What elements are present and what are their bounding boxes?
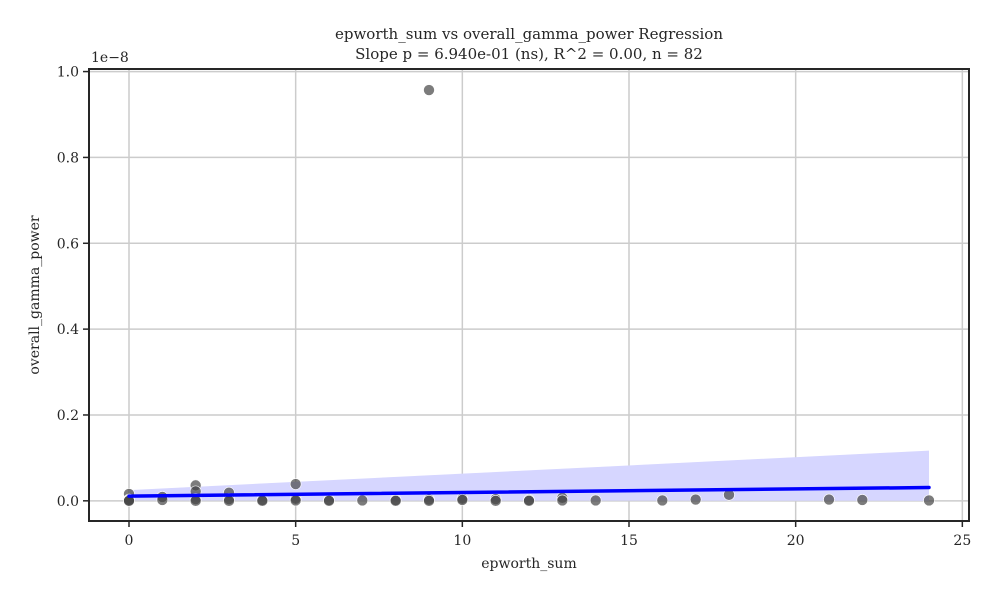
data-point-27 [456, 494, 469, 506]
y-tick-label-1: 0.2 [57, 408, 79, 424]
y-tick-label-4: 0.8 [57, 150, 79, 166]
data-point-29 [489, 495, 502, 507]
chart-title-line-1: epworth_sum vs overall_gamma_power Regre… [334, 25, 723, 43]
x-tick-label-5: 25 [953, 533, 971, 549]
y-tick-label-0: 0.0 [57, 494, 79, 510]
data-point-38 [823, 493, 835, 506]
data-point-40 [923, 494, 935, 507]
data-point-14 [256, 495, 269, 507]
x-axis-label: epworth_sum [481, 556, 577, 572]
data-point-33 [556, 494, 569, 507]
data-point-31 [523, 495, 535, 507]
x-tick-label-2: 10 [453, 533, 471, 549]
data-point-34 [589, 494, 602, 507]
x-tick-label-3: 15 [620, 533, 638, 549]
x-tick-label-0: 0 [125, 533, 134, 549]
data-point-25 [423, 495, 435, 507]
data-point-35 [656, 494, 669, 507]
y-tick-label-5: 1.0 [57, 65, 79, 81]
data-point-19 [323, 495, 335, 507]
data-point-22 [389, 495, 402, 507]
axes-frame [88, 68, 970, 522]
regression-line [127, 485, 931, 498]
chart-title-line-2: Slope p = 6.940e-01 (ns), R^2 = 0.00, n … [355, 45, 703, 63]
data-point-12 [223, 495, 235, 507]
data-point-17 [289, 494, 302, 507]
data-point-20 [356, 494, 369, 507]
x-tick-label-4: 20 [787, 533, 805, 549]
data-point-36 [689, 493, 702, 506]
y-tick-label-2: 0.4 [57, 322, 79, 338]
data-point-39 [856, 494, 869, 506]
y-offset-label: 1e−8 [91, 50, 129, 66]
data-point-23 [423, 84, 435, 96]
y-tick-label-3: 0.6 [57, 236, 79, 252]
data-point-15 [289, 478, 302, 490]
x-tick-label-1: 5 [291, 533, 300, 549]
